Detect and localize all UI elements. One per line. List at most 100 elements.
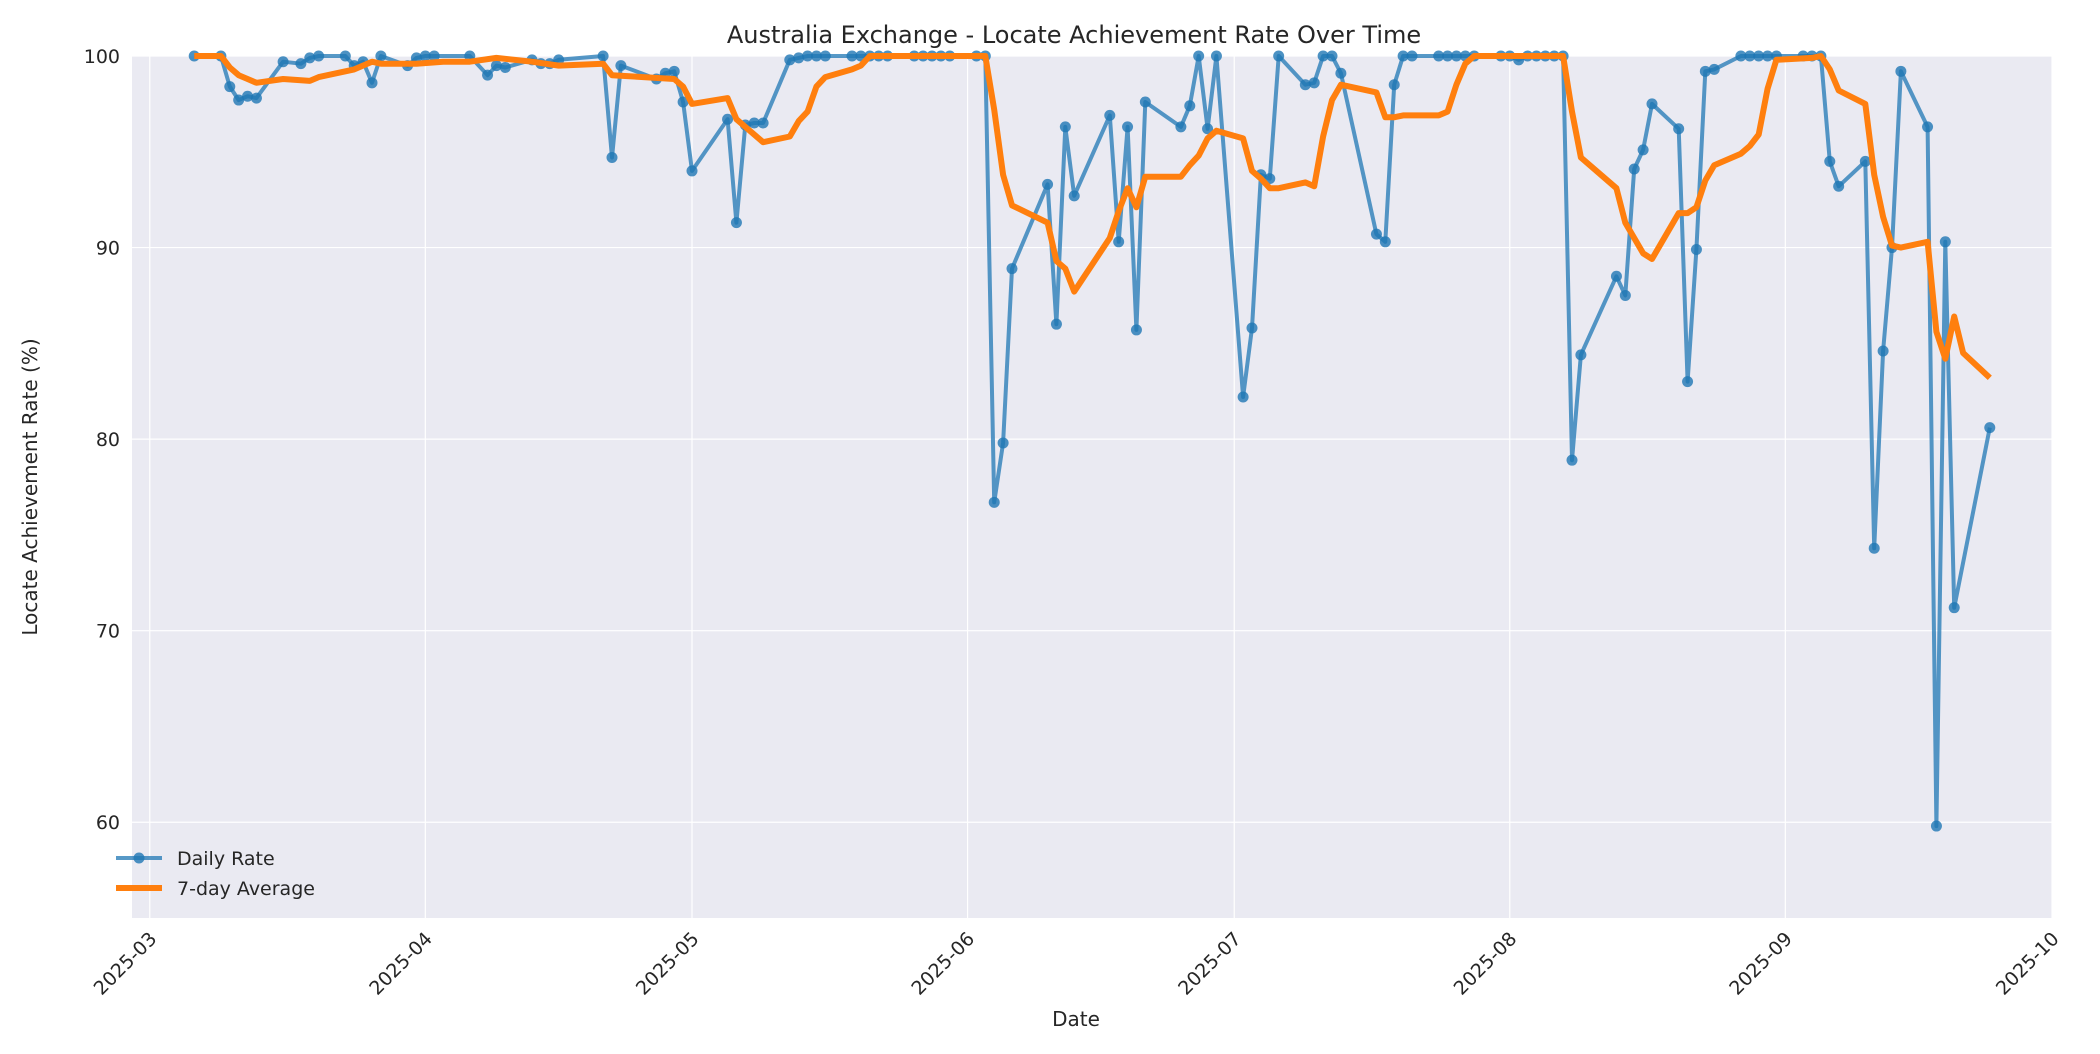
- y-axis-ticks: 60 70 80 90 100: [84, 46, 120, 834]
- x-axis-ticks: 2025-03 2025-04 2025-05 2025-06 2025-07 2025-…: [90, 928, 2064, 1000]
- daily-rate-point: [1930, 820, 1942, 832]
- daily-rate-point: [1699, 65, 1711, 77]
- daily-rate-point: [1708, 63, 1720, 75]
- daily-rate-point: [242, 90, 254, 102]
- daily-rate-point: [793, 52, 805, 64]
- daily-rate-point: [295, 58, 307, 70]
- daily-rate-point: [339, 50, 351, 62]
- daily-rate-point: [1193, 50, 1205, 62]
- daily-rate-point: [997, 437, 1009, 449]
- daily-rate-point: [1753, 50, 1765, 62]
- x-tick-label: 2025-08: [1450, 928, 1522, 1000]
- daily-rate-point: [250, 92, 262, 104]
- y-tick-label: 60: [96, 812, 120, 834]
- daily-rate-point: [1246, 322, 1258, 334]
- daily-rate-point: [668, 65, 680, 77]
- daily-rate-point: [1610, 270, 1622, 282]
- legend-item-7-day-average: 7-day Average: [116, 878, 315, 900]
- daily-rate-point: [802, 50, 814, 62]
- y-tick-label: 90: [96, 238, 120, 260]
- daily-rate-point: [1113, 236, 1125, 248]
- daily-rate-point: [1690, 243, 1702, 255]
- daily-rate-point: [1202, 123, 1214, 135]
- daily-rate-point: [375, 50, 387, 62]
- daily-rate-point: [722, 113, 734, 125]
- legend-label-daily-rate: Daily Rate: [177, 848, 275, 870]
- daily-rate-point: [1433, 50, 1445, 62]
- daily-rate-point: [1735, 50, 1747, 62]
- daily-rate-point: [277, 56, 289, 68]
- x-tick-label: 2025-04: [365, 928, 437, 1000]
- daily-rate-point: [1388, 79, 1400, 91]
- x-tick-label: 2025-09: [1725, 928, 1797, 1000]
- daily-rate-point: [1744, 50, 1756, 62]
- daily-rate-point: [1210, 50, 1222, 62]
- daily-rate-point: [1575, 349, 1587, 361]
- daily-rate-point: [1139, 96, 1151, 108]
- legend-label-7-day-average: 7-day Average: [177, 878, 315, 900]
- daily-rate-point: [224, 81, 236, 93]
- daily-rate-point: [1948, 602, 1960, 614]
- daily-rate-point: [686, 165, 698, 177]
- daily-rate-point: [1317, 50, 1329, 62]
- daily-rate-point: [615, 60, 627, 72]
- legend: Daily Rate 7-day Average: [116, 848, 315, 900]
- daily-rate-point: [490, 60, 502, 72]
- daily-rate-point: [1868, 542, 1880, 554]
- daily-rate-point: [748, 117, 760, 129]
- grid-lines: [132, 55, 2053, 918]
- daily-rate-point: [1397, 50, 1409, 62]
- daily-rate-point: [1833, 180, 1845, 192]
- daily-rate-point: [606, 152, 618, 164]
- daily-rate-point: [1984, 422, 1996, 434]
- daily-rate-point: [784, 54, 796, 66]
- daily-rate-point: [1566, 454, 1578, 466]
- daily-rate-point: [1335, 67, 1347, 79]
- daily-rate-point: [1122, 121, 1134, 133]
- daily-rate-point: [757, 117, 769, 129]
- daily-rate-point: [304, 52, 316, 64]
- daily-rate-point: [1895, 65, 1907, 77]
- x-tick-label: 2025-07: [1174, 928, 1246, 1000]
- x-tick-label: 2025-05: [632, 928, 704, 1000]
- daily-rate-point: [1068, 190, 1080, 202]
- daily-rate-point: [1762, 50, 1774, 62]
- daily-rate-point: [1370, 228, 1382, 240]
- daily-rate-point: [1104, 109, 1116, 121]
- daily-rate-point: [1859, 155, 1871, 167]
- daily-rate-point: [730, 217, 742, 229]
- daily-rate-point: [482, 69, 494, 81]
- daily-rate-point: [810, 50, 822, 62]
- daily-rate-point: [1308, 77, 1320, 89]
- daily-rate-point: [1379, 236, 1391, 248]
- daily-rate-marker-icon: [133, 852, 145, 864]
- daily-rate-point: [846, 50, 858, 62]
- y-tick-label: 70: [96, 621, 120, 643]
- daily-rate-point: [1637, 144, 1649, 156]
- chart-title: Australia Exchange - Locate Achievement …: [727, 21, 1421, 49]
- daily-rate-point: [1326, 50, 1338, 62]
- daily-rate-point: [1619, 289, 1631, 301]
- daily-rate-point: [1682, 376, 1694, 388]
- daily-rate-point: [1059, 121, 1071, 133]
- daily-rate-point: [1673, 123, 1685, 135]
- daily-rate-point: [1939, 236, 1951, 248]
- daily-rate-point: [1646, 98, 1658, 110]
- y-axis-label: Locate Achievement Rate (%): [18, 338, 42, 635]
- daily-rate-point: [1237, 391, 1249, 403]
- daily-rate-point: [428, 50, 440, 62]
- daily-rate-point: [1273, 50, 1285, 62]
- daily-rate-point: [1175, 121, 1187, 133]
- daily-rate-point: [1824, 155, 1836, 167]
- x-axis-label: Date: [1052, 1007, 1100, 1031]
- daily-rate-point: [677, 96, 689, 108]
- daily-rate-point: [1450, 50, 1462, 62]
- daily-rate-point: [1006, 263, 1018, 275]
- daily-rate-point: [1042, 178, 1054, 190]
- daily-rate-point: [988, 496, 1000, 508]
- daily-rate-point: [597, 50, 609, 62]
- daily-rate-point: [1130, 324, 1142, 336]
- daily-rate-point: [419, 50, 431, 62]
